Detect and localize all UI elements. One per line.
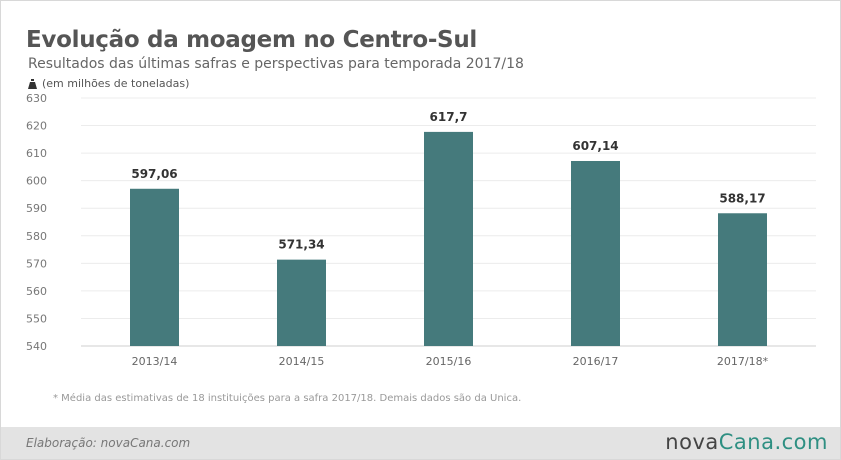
bar bbox=[571, 160, 620, 346]
y-tick-label: 620 bbox=[26, 120, 47, 133]
brand-suffix: Cana.com bbox=[718, 430, 828, 454]
footer-bar: Elaboração: novaCana.com novaCana.com bbox=[1, 427, 840, 459]
brand-logo: novaCana.com bbox=[665, 430, 828, 454]
footnote: * Média das estimativas de 18 instituiçõ… bbox=[53, 393, 522, 404]
data-label: 571,34 bbox=[278, 238, 324, 252]
data-label: 597,06 bbox=[131, 167, 177, 181]
y-tick-label: 540 bbox=[26, 340, 47, 353]
data-label: 607,14 bbox=[572, 139, 618, 153]
bar-chart: 540 550 560 570 580 590 600 610 620 630 597,06 2013… bbox=[26, 92, 816, 368]
chart-title: Evolução da moagem no Centro-Sul bbox=[26, 27, 477, 53]
y-tick-label: 550 bbox=[26, 312, 47, 325]
unit-label-row: (em milhões de toneladas) bbox=[28, 77, 189, 90]
bar bbox=[424, 131, 473, 346]
y-tick-label: 600 bbox=[26, 175, 47, 188]
x-tick-label: 2013/14 bbox=[132, 355, 178, 368]
credit-text: Elaboração: novaCana.com bbox=[26, 436, 191, 450]
x-tick-label: 2017/18* bbox=[717, 355, 769, 368]
data-label: 617,7 bbox=[430, 110, 468, 124]
bar bbox=[130, 188, 179, 346]
brand-prefix: nova bbox=[665, 430, 719, 454]
weight-icon bbox=[28, 78, 37, 89]
bar bbox=[277, 259, 326, 346]
y-tick-label: 560 bbox=[26, 285, 47, 298]
y-tick-label: 590 bbox=[26, 202, 47, 215]
chart-subtitle: Resultados das últimas safras e perspect… bbox=[28, 56, 524, 72]
x-tick-label: 2016/17 bbox=[573, 355, 619, 368]
y-tick-label: 580 bbox=[26, 230, 47, 243]
y-tick-label: 570 bbox=[26, 257, 47, 270]
y-tick-label: 630 bbox=[26, 92, 47, 105]
data-label: 588,17 bbox=[719, 191, 765, 205]
x-tick-label: 2015/16 bbox=[426, 355, 472, 368]
x-tick-label: 2014/15 bbox=[279, 355, 325, 368]
unit-label: (em milhões de toneladas) bbox=[42, 77, 190, 90]
y-tick-label: 610 bbox=[26, 147, 47, 160]
bar bbox=[718, 213, 767, 346]
